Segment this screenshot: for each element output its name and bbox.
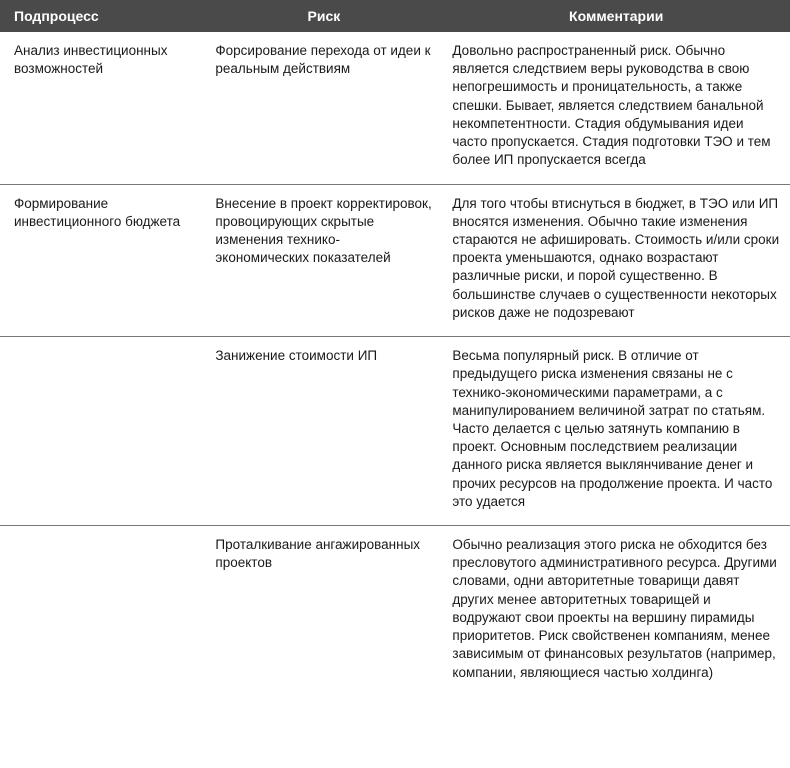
- cell-comment: Довольно распространенный риск. Обычно я…: [442, 32, 790, 184]
- cell-process: Формирование инвестиционного бюджета: [0, 184, 205, 337]
- cell-risk: Занижение стоимости ИП: [205, 337, 442, 526]
- cell-comment: Весьма популярный риск. В отличие от пре…: [442, 337, 790, 526]
- cell-process: [0, 526, 205, 696]
- cell-comment: Для того чтобы втиснуться в бюджет, в ТЭ…: [442, 184, 790, 337]
- risk-table: Подпроцесс Риск Комментарии Анализ инвес…: [0, 0, 790, 696]
- col-header-comment: Комментарии: [442, 0, 790, 32]
- table-row: Формирование инвестиционного бюджета Вне…: [0, 184, 790, 337]
- col-header-process: Подпроцесс: [0, 0, 205, 32]
- table-row: Проталкивание ангажированных проектов Об…: [0, 526, 790, 696]
- cell-process: [0, 337, 205, 526]
- table-row: Анализ инвестиционных возможностей Форси…: [0, 32, 790, 184]
- table-row: Занижение стоимости ИП Весьма популярный…: [0, 337, 790, 526]
- cell-risk: Форсирование перехода от идеи к реальным…: [205, 32, 442, 184]
- cell-risk: Проталкивание ангажированных проектов: [205, 526, 442, 696]
- table-header-row: Подпроцесс Риск Комментарии: [0, 0, 790, 32]
- col-header-risk: Риск: [205, 0, 442, 32]
- cell-process: Анализ инвестиционных возможностей: [0, 32, 205, 184]
- cell-comment: Обычно реализация этого риска не обходит…: [442, 526, 790, 696]
- cell-risk: Внесение в проект корректировок, провоци…: [205, 184, 442, 337]
